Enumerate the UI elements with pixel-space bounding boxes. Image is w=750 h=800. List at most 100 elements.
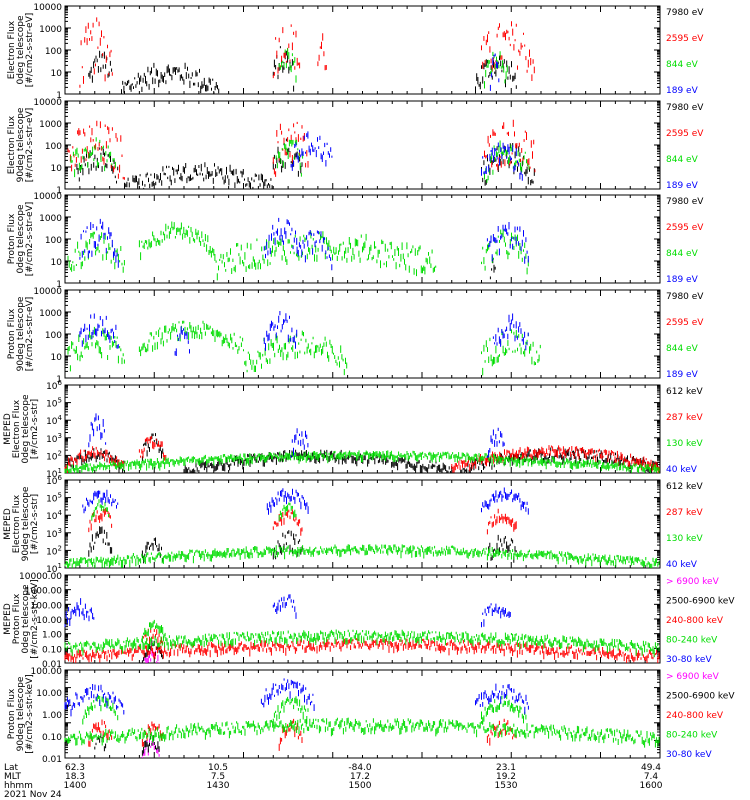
- series-blue-trace: [290, 131, 333, 171]
- y-tick-label: 100.00: [31, 667, 63, 677]
- panel-frame: [64, 479, 661, 569]
- y-axis-label: MEPED: [3, 603, 13, 635]
- y-tick-label: 10000: [33, 3, 62, 13]
- y-axis-label: [#/cm2-s-str]: [30, 399, 40, 459]
- y-axis-label: MEPED: [3, 413, 13, 445]
- y-axis-label: Electron Flux: [12, 494, 22, 553]
- series-blue-trace: [88, 413, 107, 448]
- legend-entry-blue: 40 keV: [666, 560, 698, 570]
- series-blue-trace: [266, 488, 309, 515]
- y-tick-label: 1.00: [42, 711, 62, 721]
- y-axis-label: MEPED: [3, 508, 13, 540]
- series-red-trace: [88, 508, 113, 533]
- y-tick-label: 104: [46, 414, 62, 427]
- y-tick-label: 1: [56, 280, 62, 290]
- y-axis-label: Electron Flux: [12, 399, 22, 458]
- series-green-trace: [243, 330, 348, 376]
- y-tick-label: 0.01: [42, 755, 62, 765]
- y-tick-label: 10000: [33, 287, 62, 297]
- series-green-trace: [138, 221, 214, 261]
- series-green-trace: [82, 695, 119, 725]
- y-tick-label: 1000: [39, 309, 62, 319]
- y-axis-label: [#/cm2-s-str-keV]: [25, 674, 35, 753]
- footer-value: 18.3: [65, 772, 85, 782]
- series-red-trace: [67, 120, 125, 180]
- y-axis-label: Electron Flux: [7, 20, 17, 79]
- y-tick-label: 103: [46, 432, 62, 445]
- series-blue-trace: [481, 603, 511, 628]
- series-black-trace: [272, 138, 303, 177]
- y-axis-label: 0deg telescope: [16, 15, 26, 85]
- y-tick-label: 100: [45, 236, 62, 246]
- footer-value: 17.2: [350, 772, 370, 782]
- footer-value: 19.2: [496, 772, 516, 782]
- legend-entry-green: 844 eV: [666, 249, 699, 259]
- y-axis-label: Proton Flux: [7, 308, 17, 359]
- series-green-trace: [484, 140, 530, 183]
- legend-entry-blue: 189 eV: [666, 370, 699, 380]
- y-axis-label: [#/cm2-s-str-keV]: [30, 579, 40, 658]
- series-green-trace: [138, 320, 244, 357]
- series-blue-trace: [82, 489, 119, 514]
- y-axis-label: 90deg telescope: [16, 676, 26, 751]
- legend-entry-red: 240-800 keV: [666, 711, 724, 721]
- y-axis-label: 90deg telescope: [21, 486, 31, 561]
- y-tick-label: 1: [56, 91, 62, 101]
- y-tick-label: 10000: [33, 192, 62, 202]
- footer-row-label: Lat: [4, 763, 19, 773]
- series-blue-trace: [486, 427, 505, 458]
- legend-entry-black: 612 keV: [666, 482, 703, 492]
- footer-value: 7.4: [644, 772, 659, 782]
- series-blue-trace: [272, 594, 297, 619]
- y-tick-label: 0.10: [42, 645, 62, 655]
- series-green-trace: [213, 231, 437, 281]
- y-tick-label: 105: [46, 397, 62, 410]
- y-axis-label: 0deg telescope: [21, 584, 31, 654]
- y-tick-label: 104: [46, 509, 62, 522]
- series-blue-trace: [174, 326, 190, 356]
- series-green-trace: [64, 450, 660, 473]
- legend-entry-red: 2595 eV: [666, 223, 704, 233]
- y-tick-label: 10.00: [36, 616, 62, 626]
- series-red-trace: [64, 638, 660, 663]
- y-axis-label: [#/cm2-s-str]: [30, 494, 40, 554]
- y-tick-label: 101: [46, 467, 62, 480]
- y-tick-label: 106: [46, 474, 62, 487]
- y-axis-label: 90deg telescope: [16, 296, 26, 371]
- legend-entry-blue: 189 eV: [666, 181, 699, 191]
- footer-date: 2021 Nov 24: [4, 790, 62, 800]
- y-tick-label: 10: [51, 69, 63, 79]
- series-red-trace: [79, 17, 113, 88]
- y-tick-label: 100: [45, 331, 62, 341]
- series-green-trace: [67, 231, 125, 273]
- series-blue-trace: [79, 313, 119, 349]
- y-tick-label: 102: [46, 449, 62, 462]
- legend-entry-green: 844 eV: [666, 155, 699, 165]
- series-green-trace: [278, 48, 297, 83]
- y-tick-label: 100: [45, 47, 62, 57]
- series-red-trace: [484, 119, 536, 173]
- legend-entry-green: 80-240 keV: [666, 731, 718, 741]
- footer-value: 1400: [64, 781, 87, 791]
- series-blue-trace: [263, 311, 298, 351]
- legend-entry-red: 2595 eV: [666, 129, 704, 139]
- y-tick-label: 1: [56, 375, 62, 385]
- y-axis-label: Proton Flux: [7, 688, 17, 739]
- y-axis-label: Proton Flux: [7, 213, 17, 264]
- y-tick-label: 0.01: [42, 660, 62, 670]
- panel-frame: [64, 289, 661, 379]
- series-black-trace: [272, 530, 303, 560]
- y-tick-label: 1000: [39, 120, 62, 130]
- y-tick-label: 10.00: [36, 689, 62, 699]
- series-green-trace: [64, 717, 660, 748]
- series-green-trace: [64, 629, 660, 658]
- legend-entry-magenta: > 6900 keV: [666, 577, 720, 587]
- series-blue-trace: [260, 678, 315, 711]
- legend-entry-red: 287 keV: [666, 413, 703, 423]
- series-green-trace: [64, 544, 660, 568]
- series-green-trace: [275, 139, 304, 177]
- series-blue-trace: [481, 487, 529, 515]
- y-tick-label: 1000: [39, 214, 62, 224]
- y-axis-label: 0deg telescope: [21, 394, 31, 464]
